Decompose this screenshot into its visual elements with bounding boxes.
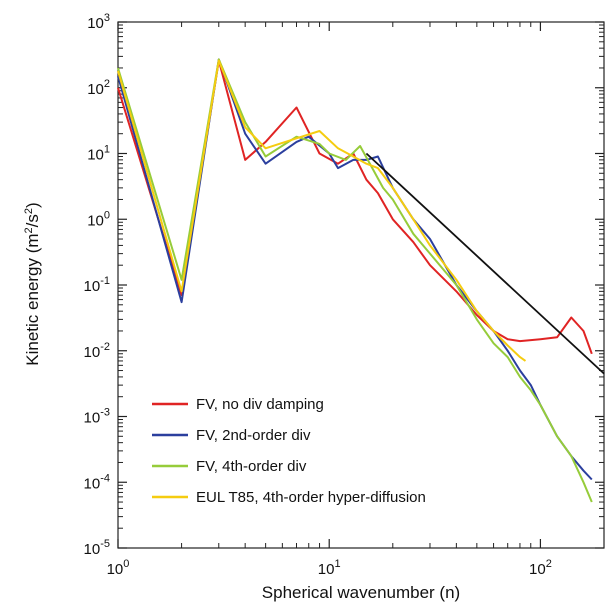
y-axis-label-sup-2: 2 [23, 208, 35, 214]
x-axis-label: Spherical wavenumber (n) [262, 583, 460, 602]
y-tick-label: 10-3 [84, 407, 110, 427]
series-line-0 [117, 59, 593, 355]
y-tick-label: 100 [87, 209, 110, 229]
y-tick-label: 101 [87, 144, 110, 164]
y-axis-label: Kinetic energy (m2/s2) [23, 202, 42, 365]
y-tick-label: 10-1 [84, 275, 110, 295]
series-line-1 [117, 58, 593, 481]
major-ticks [117, 21, 604, 549]
y-tick-label: 10-5 [84, 538, 110, 558]
legend-label-1: FV, 2nd-order div [196, 427, 311, 444]
legend-label-0: FV, no div damping [196, 396, 324, 413]
x-tick-labels: 100 101 102 [107, 558, 552, 578]
y-tick-label: 10-2 [84, 341, 110, 361]
reference-slope-line [365, 152, 605, 375]
y-tick-label: 102 [87, 78, 110, 98]
legend: FV, no div damping FV, 2nd-order div FV, 4… [152, 396, 426, 506]
series-lines [117, 58, 605, 503]
x-tick-label: 102 [529, 558, 552, 578]
series-line-3 [117, 59, 527, 362]
series-line-2 [117, 58, 593, 503]
y-axis-label-sup-1: 2 [23, 227, 35, 233]
y-axis-label-end: ) [23, 202, 42, 208]
y-axis-label-main: Kinetic energy (m [23, 233, 42, 365]
minor-ticks [118, 22, 605, 548]
legend-label-2: FV, 4th-order div [196, 458, 307, 475]
x-tick-label: 100 [107, 558, 130, 578]
y-tick-label: 103 [87, 12, 110, 32]
y-tick-labels: 103 102 101 100 10-1 10-2 10-3 10-4 10-5 [84, 12, 110, 558]
legend-label-3: EUL T85, 4th-order hyper-diffusion [196, 489, 426, 506]
plot-frame [117, 21, 605, 549]
x-tick-label: 101 [318, 558, 341, 578]
y-axis-label-mid: /s [23, 214, 42, 227]
y-tick-label: 10-4 [84, 472, 110, 492]
